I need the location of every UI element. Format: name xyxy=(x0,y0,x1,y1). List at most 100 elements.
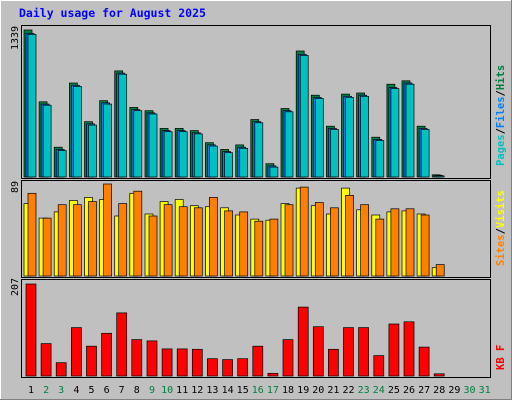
pages-bar-day-11 xyxy=(178,131,188,178)
kbytes-bar-day-11 xyxy=(176,348,188,377)
sites-bar-day-15 xyxy=(239,211,249,277)
kbytes-bar-day-13 xyxy=(207,358,218,377)
legend-visits: Visits xyxy=(495,190,507,228)
kbytes-max-label: 207 xyxy=(10,278,21,296)
kbytes-bar-day-15 xyxy=(237,358,249,377)
pages-bar-day-14 xyxy=(224,152,233,178)
kbytes-bar-day-17 xyxy=(267,372,279,377)
pages-bar-day-25 xyxy=(390,88,400,178)
sites-bar-day-14 xyxy=(224,210,233,277)
kbytes-bar-day-9 xyxy=(146,340,158,377)
legend-files: Files xyxy=(495,96,507,128)
sites-bar-day-7 xyxy=(118,203,128,277)
day-label-20: 20 xyxy=(312,385,324,396)
day-label-6: 6 xyxy=(104,385,110,396)
pages-bar-day-17 xyxy=(269,166,279,178)
day-label-4: 4 xyxy=(73,385,79,396)
day-label-7: 7 xyxy=(119,385,125,396)
hits-max-label: 1339 xyxy=(10,26,21,50)
pages-bar-day-27 xyxy=(420,129,430,178)
kbytes-bar-day-7 xyxy=(116,312,128,377)
day-label-11: 11 xyxy=(176,385,188,396)
day-label-2: 2 xyxy=(43,385,49,396)
kbytes-bar-day-24 xyxy=(373,355,385,377)
pages-bar-day-1 xyxy=(27,34,37,178)
day-label-3: 3 xyxy=(58,385,64,396)
kbytes-bar-day-10 xyxy=(161,348,173,377)
sites-bar-day-8 xyxy=(133,190,143,277)
sites-bar-day-20 xyxy=(314,202,324,277)
chart-title: Daily usage for August 2025 xyxy=(19,6,206,20)
day-label-22: 22 xyxy=(342,385,354,396)
kbytes-bar-day-2 xyxy=(40,343,52,377)
day-label-5: 5 xyxy=(88,385,94,396)
chart-marks xyxy=(23,29,445,377)
kbytes-bar-day-8 xyxy=(131,339,143,377)
visits-max-label: 89 xyxy=(10,181,21,193)
day-label-31: 31 xyxy=(479,385,491,396)
pages-bar-day-22 xyxy=(345,97,354,178)
kbytes-bar-day-1 xyxy=(25,283,37,377)
day-label-29: 29 xyxy=(448,385,460,396)
day-label-12: 12 xyxy=(191,385,203,396)
pages-bar-day-6 xyxy=(103,103,112,178)
day-label-8: 8 xyxy=(134,385,140,396)
kbytes-bar-day-25 xyxy=(388,323,400,377)
sites-bar-day-19 xyxy=(299,186,309,277)
day-label-1: 1 xyxy=(28,385,34,396)
day-label-25: 25 xyxy=(388,385,400,396)
day-label-17: 17 xyxy=(267,385,279,396)
day-label-14: 14 xyxy=(222,385,234,396)
day-label-19: 19 xyxy=(297,385,309,396)
pages-bar-day-10 xyxy=(163,131,173,178)
pages-bar-day-5 xyxy=(88,124,97,178)
sites-bar-day-9 xyxy=(148,215,158,277)
day-label-26: 26 xyxy=(403,385,415,396)
legend-separator: / xyxy=(495,90,507,96)
sites-bar-day-22 xyxy=(345,195,354,277)
pages-bar-day-7 xyxy=(118,73,128,178)
visits-panel-legend: Sites/Visits xyxy=(495,190,507,266)
pages-bar-day-26 xyxy=(405,83,415,178)
pages-bar-day-19 xyxy=(299,55,309,178)
day-label-28: 28 xyxy=(433,385,445,396)
sites-bar-day-5 xyxy=(88,201,97,277)
day-label-21: 21 xyxy=(327,385,339,396)
sites-bar-day-4 xyxy=(73,204,82,277)
pages-bar-day-4 xyxy=(73,86,82,178)
kbytes-panel-legend: KB F xyxy=(495,345,507,370)
sites-bar-day-24 xyxy=(375,218,385,277)
sites-bar-day-23 xyxy=(360,204,369,277)
day-axis-labels: 1 2 3 4 5 6 7 8 9 10 11 12 13 14 15 16 17 18 19 20 21 22 23 24 2… xyxy=(28,385,491,396)
sites-bar-day-3 xyxy=(57,204,67,277)
kbytes-bar-day-3 xyxy=(55,362,67,377)
kbytes-panel-frame xyxy=(21,279,491,378)
day-label-18: 18 xyxy=(282,385,294,396)
day-label-27: 27 xyxy=(418,385,430,396)
pages-bar-day-9 xyxy=(148,113,158,178)
legend-separator: / xyxy=(495,228,507,234)
kbytes-bar-day-19 xyxy=(297,306,309,377)
hits-panel-frame xyxy=(21,25,491,179)
sites-bar-day-17 xyxy=(269,218,279,277)
kbytes-bar-day-4 xyxy=(71,327,82,377)
kbytes-bar-day-12 xyxy=(191,348,203,377)
pages-bar-day-23 xyxy=(360,95,369,178)
sites-bar-day-10 xyxy=(163,204,173,277)
pages-bar-day-16 xyxy=(254,122,264,178)
sites-bar-day-13 xyxy=(209,197,218,277)
day-label-9: 9 xyxy=(149,385,155,396)
kbytes-bar-day-26 xyxy=(403,321,415,377)
kbytes-bar-day-21 xyxy=(328,348,339,377)
sites-bar-day-6 xyxy=(103,183,112,277)
sites-bar-day-12 xyxy=(193,207,203,277)
sites-bar-day-28 xyxy=(435,264,445,277)
pages-bar-day-21 xyxy=(330,129,339,178)
day-label-30: 30 xyxy=(463,385,475,396)
kbytes-bar-day-14 xyxy=(222,359,233,377)
day-label-15: 15 xyxy=(237,385,249,396)
visits-panel-frame xyxy=(21,180,491,278)
sites-bar-day-18 xyxy=(284,204,294,277)
kbytes-bar-day-20 xyxy=(312,326,324,377)
